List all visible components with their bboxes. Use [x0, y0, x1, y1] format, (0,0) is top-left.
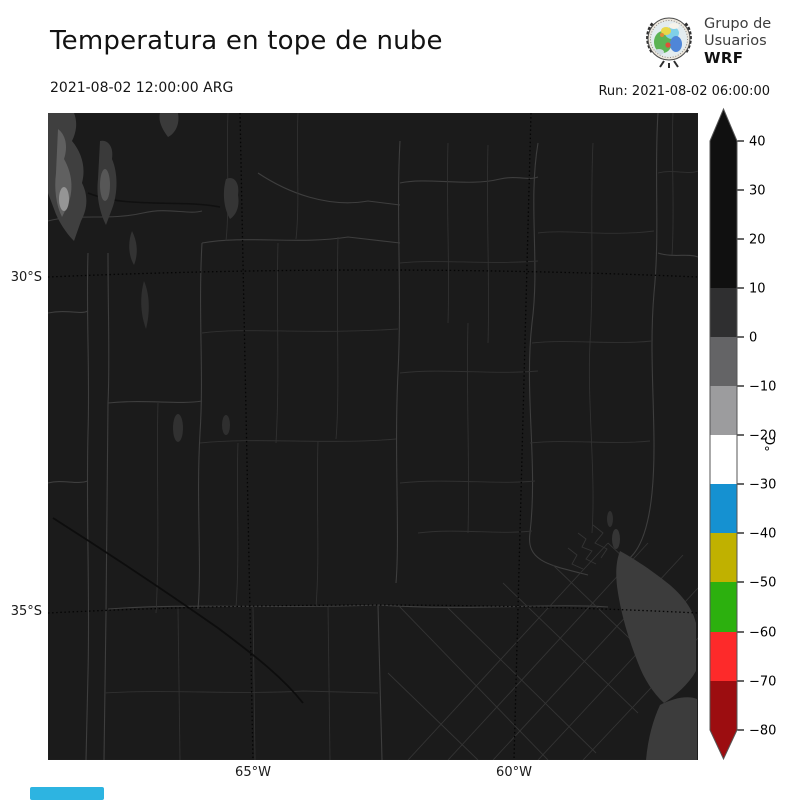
- gridline-60w: [513, 112, 532, 761]
- colorbar-under-arrow: [710, 730, 737, 759]
- colorbar-ticks: [737, 140, 744, 731]
- svg-text:10: 10: [749, 282, 766, 297]
- svg-text:−80: −80: [749, 724, 776, 739]
- colorbar-segment: [710, 533, 737, 582]
- wrf-logo-emblem-icon: [646, 17, 692, 68]
- svg-text:0: 0: [749, 331, 757, 346]
- colorbar-segment: [710, 386, 737, 435]
- valid-time-label: 2021-08-02 12:00:00 ARG: [50, 80, 234, 96]
- lon-label-65w: 65°W: [235, 765, 271, 780]
- colorbar-segment: [710, 337, 737, 386]
- cloud-patches: [48, 113, 239, 442]
- colorbar-tick-labels: 40 30 20 10 0 −10 −20 −30 −40 −50 −60 −7…: [749, 135, 776, 739]
- colorbar-unit-label: °C: [764, 436, 779, 452]
- page-title: Temperatura en tope de nube: [50, 26, 443, 56]
- colorbar-segment: [710, 681, 737, 730]
- colorbar-over-arrow: [710, 109, 737, 141]
- svg-text:−30: −30: [749, 478, 776, 493]
- colorbar-segment: [710, 288, 737, 337]
- svg-text:−40: −40: [749, 527, 776, 542]
- svg-text:40: 40: [749, 135, 766, 150]
- graticule-lines: [47, 112, 699, 761]
- cloud-top-temperature-map: [47, 112, 699, 761]
- colorbar-segment: [710, 141, 737, 288]
- logo-line-2: Usuarios: [704, 33, 767, 49]
- svg-text:−60: −60: [749, 626, 776, 641]
- gridline-35s: [47, 604, 699, 614]
- wrf-logo: Grupo de Usuarios WRF: [641, 12, 771, 68]
- province-boundaries: [47, 112, 699, 761]
- footer-accent-bar: [30, 787, 104, 800]
- map-canvas: [47, 112, 699, 761]
- logo-line-1: Grupo de: [704, 16, 772, 32]
- colorbar-segment: [710, 632, 737, 681]
- gridline-65w: [239, 112, 254, 761]
- svg-text:−50: −50: [749, 576, 776, 591]
- svg-text:−20: −20: [749, 429, 776, 444]
- svg-text:−70: −70: [749, 675, 776, 690]
- rio-de-la-plata-patch: [607, 511, 697, 760]
- lat-label-30s: 30°S: [10, 270, 42, 285]
- wrf-logo-text: Grupo de Usuarios WRF: [704, 12, 771, 67]
- colorbar-segment: [710, 582, 737, 632]
- svg-text:20: 20: [749, 233, 766, 248]
- lon-label-60w: 60°W: [496, 765, 532, 780]
- colorbar-segment: [710, 484, 737, 533]
- svg-text:30: 30: [749, 184, 766, 199]
- logo-line-3: WRF: [704, 49, 744, 67]
- department-boundaries: [103, 112, 699, 761]
- colorbar: 40 30 20 10 0 −10 −20 −30 −40 −50 −60 −7…: [709, 107, 779, 761]
- map-background: [47, 112, 699, 761]
- run-timestamp-label: Run: 2021-08-02 06:00:00: [598, 84, 770, 99]
- svg-text:−10: −10: [749, 380, 776, 395]
- lat-label-35s: 35°S: [10, 604, 42, 619]
- colorbar-segment: [710, 435, 737, 484]
- colorbar-outline: [709, 107, 738, 761]
- gridline-30s: [47, 269, 699, 278]
